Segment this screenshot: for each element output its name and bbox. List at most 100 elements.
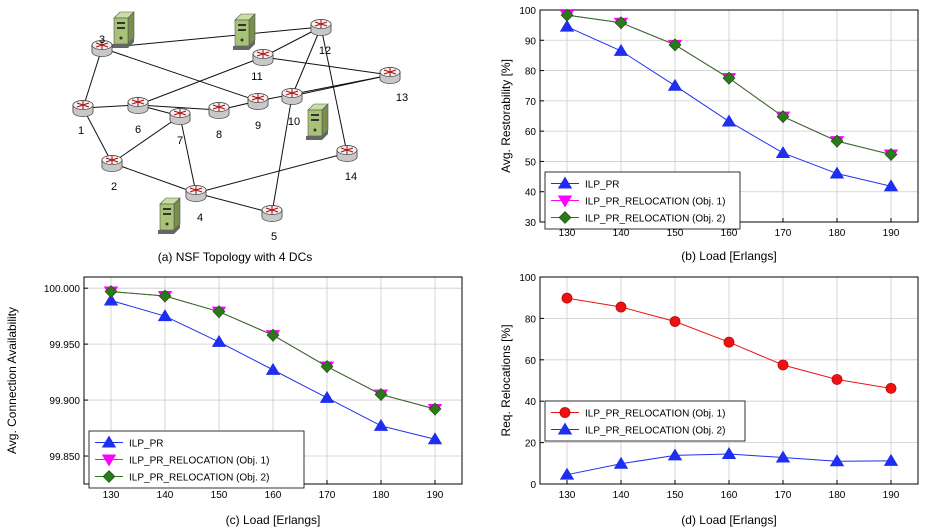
legend-label: ILP_PR — [129, 439, 163, 450]
chart-caption: (c) Load [Erlangs] — [226, 513, 321, 527]
x-tick-label: 160 — [721, 490, 738, 501]
router-icon — [337, 146, 357, 162]
chart-caption: (b) Load [Erlangs] — [681, 249, 776, 263]
data-point — [669, 449, 682, 460]
chart-caption: (d) Load [Erlangs] — [681, 513, 776, 527]
x-tick-label: 150 — [667, 228, 684, 239]
data-point — [724, 337, 734, 347]
data-point — [615, 45, 628, 56]
data-point — [159, 310, 172, 321]
y-tick-label: 100.000 — [44, 284, 81, 295]
server-slot — [163, 208, 171, 210]
x-tick-label: 150 — [667, 490, 684, 501]
topology-link — [272, 96, 292, 213]
x-tick-label: 150 — [211, 490, 228, 501]
server-icon — [158, 198, 180, 234]
y-tick-label: 40 — [525, 397, 537, 408]
node-label: 14 — [345, 171, 357, 183]
server-slot — [117, 27, 125, 29]
y-tick-label: 40 — [525, 188, 537, 199]
data-point — [669, 80, 682, 91]
x-tick-label: 140 — [157, 490, 174, 501]
node-label: 2 — [111, 181, 117, 193]
x-tick-label: 180 — [829, 228, 846, 239]
y-tick-label: 90 — [525, 36, 537, 47]
server-led — [314, 129, 317, 132]
topology-link — [138, 57, 263, 105]
server-led — [241, 39, 244, 42]
router-icon — [186, 186, 206, 202]
server-led — [166, 223, 169, 226]
data-point — [885, 455, 898, 466]
node-label: 4 — [197, 212, 203, 224]
topology-link — [112, 116, 180, 163]
topology-link — [102, 48, 258, 101]
y-tick-label: 60 — [525, 356, 537, 367]
y-tick-label: 99.850 — [49, 452, 80, 463]
x-tick-label: 160 — [265, 490, 282, 501]
legend-label: ILP_PR_RELOCATION (Obj. 2) — [129, 473, 269, 484]
data-point — [886, 383, 896, 393]
server-front — [160, 204, 174, 230]
legend-label: ILP_PR_RELOCATION (Obj. 1) — [585, 197, 725, 208]
x-tick-label: 140 — [613, 228, 630, 239]
data-point — [375, 420, 388, 431]
node-label: 1 — [78, 125, 84, 137]
data-point — [321, 392, 334, 403]
data-point — [723, 115, 736, 126]
data-point — [778, 360, 788, 370]
x-tick-label: 170 — [775, 490, 792, 501]
server-slot — [117, 22, 125, 24]
node-label: 7 — [177, 135, 183, 147]
x-tick-label: 190 — [883, 490, 900, 501]
server-led — [120, 37, 123, 40]
data-point — [831, 168, 844, 179]
y-tick-label: 100 — [519, 6, 536, 17]
topology-link — [263, 57, 390, 75]
node-label: 13 — [396, 92, 408, 104]
topology-link — [83, 48, 102, 108]
node-label: 12 — [319, 45, 331, 57]
server-front — [114, 18, 128, 44]
x-tick-label: 180 — [373, 490, 390, 501]
node-label: 11 — [251, 71, 262, 83]
y-axis-label: Avg. Restorability [%] — [499, 59, 513, 173]
legend-label: ILP_PR_RELOCATION (Obj. 1) — [129, 456, 269, 467]
node-label: 9 — [255, 120, 261, 132]
topology-link — [102, 27, 321, 48]
legend-label: ILP_PR_RELOCATION (Obj. 2) — [585, 214, 725, 225]
y-tick-label: 99.950 — [49, 340, 80, 351]
router-icon — [253, 50, 273, 66]
data-point — [670, 316, 680, 326]
data-point — [723, 448, 736, 459]
server-slot — [238, 29, 246, 31]
data-point — [213, 336, 226, 347]
x-tick-label: 170 — [319, 490, 336, 501]
node-label: 5 — [271, 231, 277, 243]
y-tick-label: 30 — [525, 218, 537, 229]
server-front — [235, 20, 249, 46]
router-icon — [380, 68, 400, 84]
y-tick-label: 20 — [525, 439, 537, 450]
y-tick-label: 60 — [525, 127, 537, 138]
legend-label: ILP_PR — [585, 180, 619, 191]
node-label: 6 — [135, 124, 141, 136]
router-icon — [73, 101, 93, 117]
node-label: 8 — [216, 129, 222, 141]
x-tick-label: 140 — [613, 490, 630, 501]
x-tick-label: 130 — [559, 228, 576, 239]
topology-link — [196, 153, 347, 193]
data-point — [832, 374, 842, 384]
data-point — [562, 293, 572, 303]
legend-marker — [560, 407, 570, 417]
x-tick-label: 170 — [775, 228, 792, 239]
y-tick-label: 0 — [530, 480, 536, 491]
relocations-chart: 130 140 150 160 170 180 190020406080100Req. Re… — [499, 273, 918, 527]
legend-label: ILP_PR_RELOCATION (Obj. 1) — [585, 409, 725, 420]
data-point — [267, 364, 280, 375]
data-point — [561, 21, 574, 32]
restorability-chart: 130 140 150 160 170 180 190 30 40 50 60 70 80 90 100 Av… — [499, 6, 918, 263]
legend-label: ILP_PR_RELOCATION (Obj. 2) — [585, 426, 725, 437]
